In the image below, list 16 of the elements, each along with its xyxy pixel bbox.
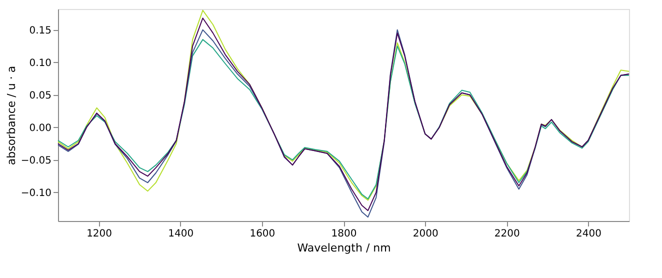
x-axis-title: Wavelength / nm (297, 242, 391, 254)
x-tick-label: 1200 (86, 228, 112, 240)
y-tick-label: 0.10 (29, 58, 52, 69)
x-tick-label: 1400 (168, 228, 194, 240)
y-tick-label: −0.10 (20, 188, 52, 199)
x-tick-label: 1800 (331, 228, 357, 240)
y-axis-title: absorbance / u · a (4, 66, 18, 166)
y-tick-label: 0.00 (29, 122, 52, 134)
y-tick-label: 0.15 (29, 25, 52, 36)
x-tick-label: 2000 (412, 228, 438, 240)
x-tick-label: 2400 (576, 228, 602, 240)
line-series (58, 39, 630, 200)
y-tick-label: −0.05 (20, 155, 52, 166)
y-tick-label: 0.05 (29, 90, 52, 102)
x-tick-label: 1600 (250, 228, 276, 240)
x-tick-label: 2200 (494, 228, 520, 240)
